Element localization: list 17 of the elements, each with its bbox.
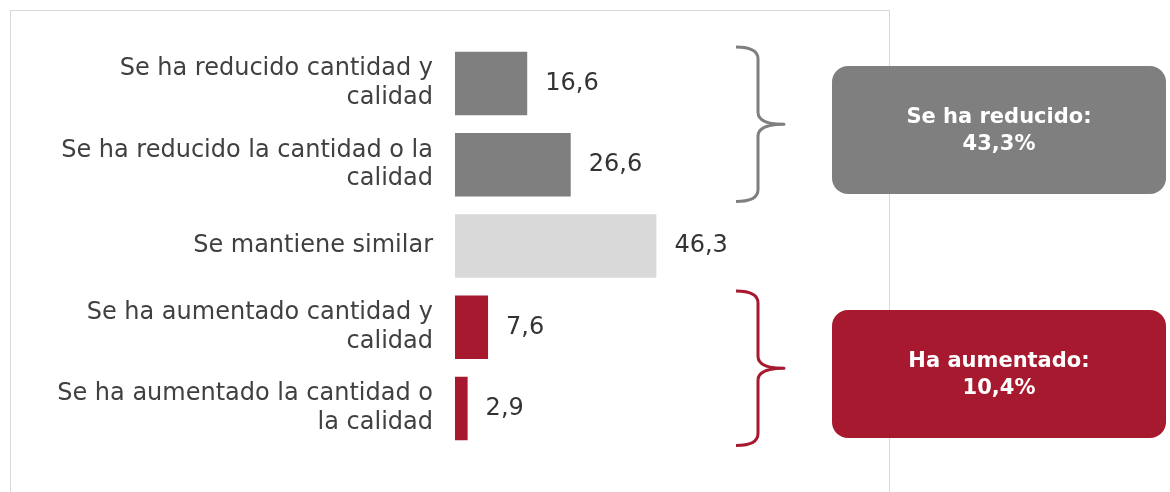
y-tick-label: Se ha aumentado la cantidad o la calidad (57, 378, 433, 436)
data-label: 46,3 (674, 230, 728, 259)
y-tick-label: Se ha reducido la cantidad o la calidad (61, 134, 433, 192)
bar (455, 376, 468, 441)
callout-box: Ha aumentado: 10,4% (832, 309, 1166, 438)
callout-box: Se ha reducido: 43,3% (832, 66, 1166, 195)
data-label: 2,9 (485, 392, 524, 421)
bar (455, 51, 528, 116)
y-tick-label: Se mantiene similar (193, 230, 434, 259)
y-tick-label: Se ha reducido cantidad y calidad (119, 53, 433, 111)
bar (455, 295, 489, 359)
data-label: 16,6 (545, 67, 599, 96)
data-label: 7,6 (506, 311, 545, 340)
bar (455, 214, 657, 278)
data-label: 26,6 (588, 148, 643, 177)
y-tick-label: Se ha aumentado cantidad y calidad (86, 297, 433, 354)
bar (455, 133, 571, 197)
